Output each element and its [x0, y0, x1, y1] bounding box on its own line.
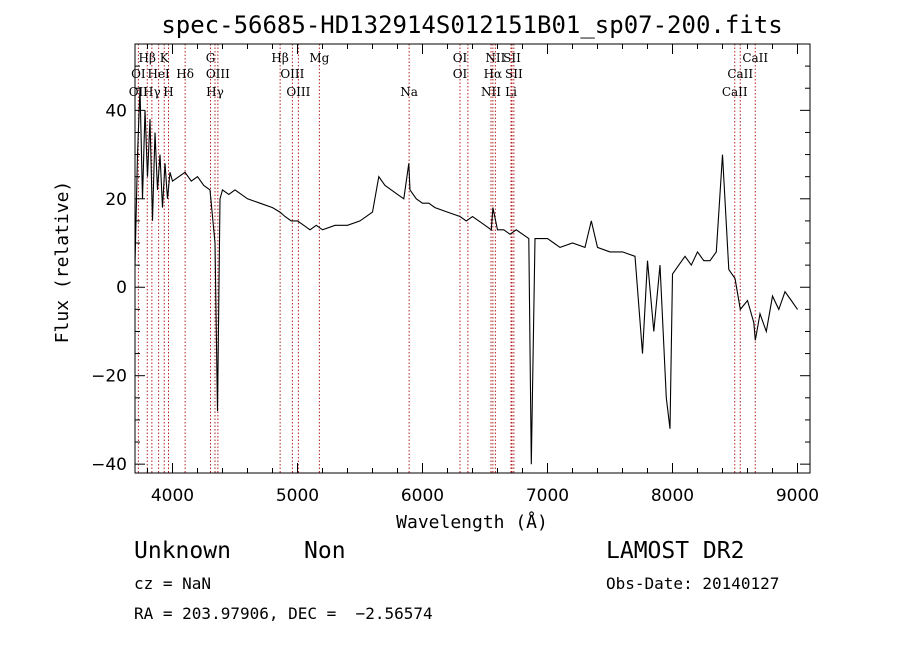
y-tick-label: 20 [105, 190, 127, 210]
x-tick-label: 6000 [401, 486, 444, 506]
plot-frame [134, 43, 811, 474]
spectral-line-markers [137, 44, 756, 473]
line-label: OII [129, 85, 149, 99]
x-axis-ticks: 4000 5000 6000 7000 8000 9000 [147, 44, 819, 506]
line-label: OI [453, 51, 468, 65]
line-label: CaII [742, 51, 768, 65]
line-label: NII [481, 85, 501, 99]
x-tick-label: 4000 [151, 486, 194, 506]
spectrum-series-line [134, 88, 798, 465]
x-tick-label: 5000 [276, 486, 319, 506]
x-tick-label: 7000 [526, 486, 569, 506]
line-label: HeI [147, 67, 170, 81]
line-label: OIII [206, 67, 230, 81]
ra-dec: RA = 203.97906, DEC = −2.56574 [134, 604, 433, 623]
y-axis-label: Flux (relative) [52, 181, 73, 344]
x-tick-label: 8000 [651, 486, 694, 506]
y-tick-label: 40 [105, 101, 127, 121]
line-label: G [206, 51, 216, 65]
line-label: Hγ [206, 85, 224, 99]
line-label: OI [453, 67, 468, 81]
line-label: OIII [280, 67, 304, 81]
y-tick-label: 0 [116, 278, 127, 298]
x-axis-label: Wavelength (Å) [396, 511, 548, 533]
line-label: Hβ [271, 51, 288, 65]
line-label: CaII [722, 85, 748, 99]
line-label: Mg [309, 51, 329, 65]
survey-name: LAMOST DR2 [606, 538, 745, 564]
observation-date: Obs-Date: 20140127 [606, 574, 780, 593]
line-label: SII [505, 67, 523, 81]
object-class: Unknown [134, 538, 231, 564]
line-label: Hδ [176, 67, 194, 81]
line-label: K [160, 51, 170, 65]
chart-title: spec-56685-HD132914S012151B01_sp07-200.f… [161, 11, 782, 39]
line-label: Hγ [143, 85, 161, 99]
line-label: Li [505, 85, 517, 99]
line-label: OI [131, 67, 146, 81]
line-label: NII [485, 51, 505, 65]
line-label: SII [503, 51, 521, 65]
line-label: OIII [286, 85, 310, 99]
line-label: CaII [727, 67, 753, 81]
line-label: Na [400, 85, 418, 99]
line-label: H [163, 85, 173, 99]
line-label: Hα [484, 67, 503, 81]
redshift-cz: cz = NaN [134, 574, 212, 593]
line-label: Hβ [139, 51, 156, 65]
y-tick-label: −20 [91, 367, 127, 387]
object-subclass: Non [304, 538, 346, 564]
y-tick-label: −40 [91, 455, 127, 475]
y-axis-ticks: −40 −20 0 20 40 [91, 65, 810, 475]
x-tick-label: 9000 [776, 486, 819, 506]
